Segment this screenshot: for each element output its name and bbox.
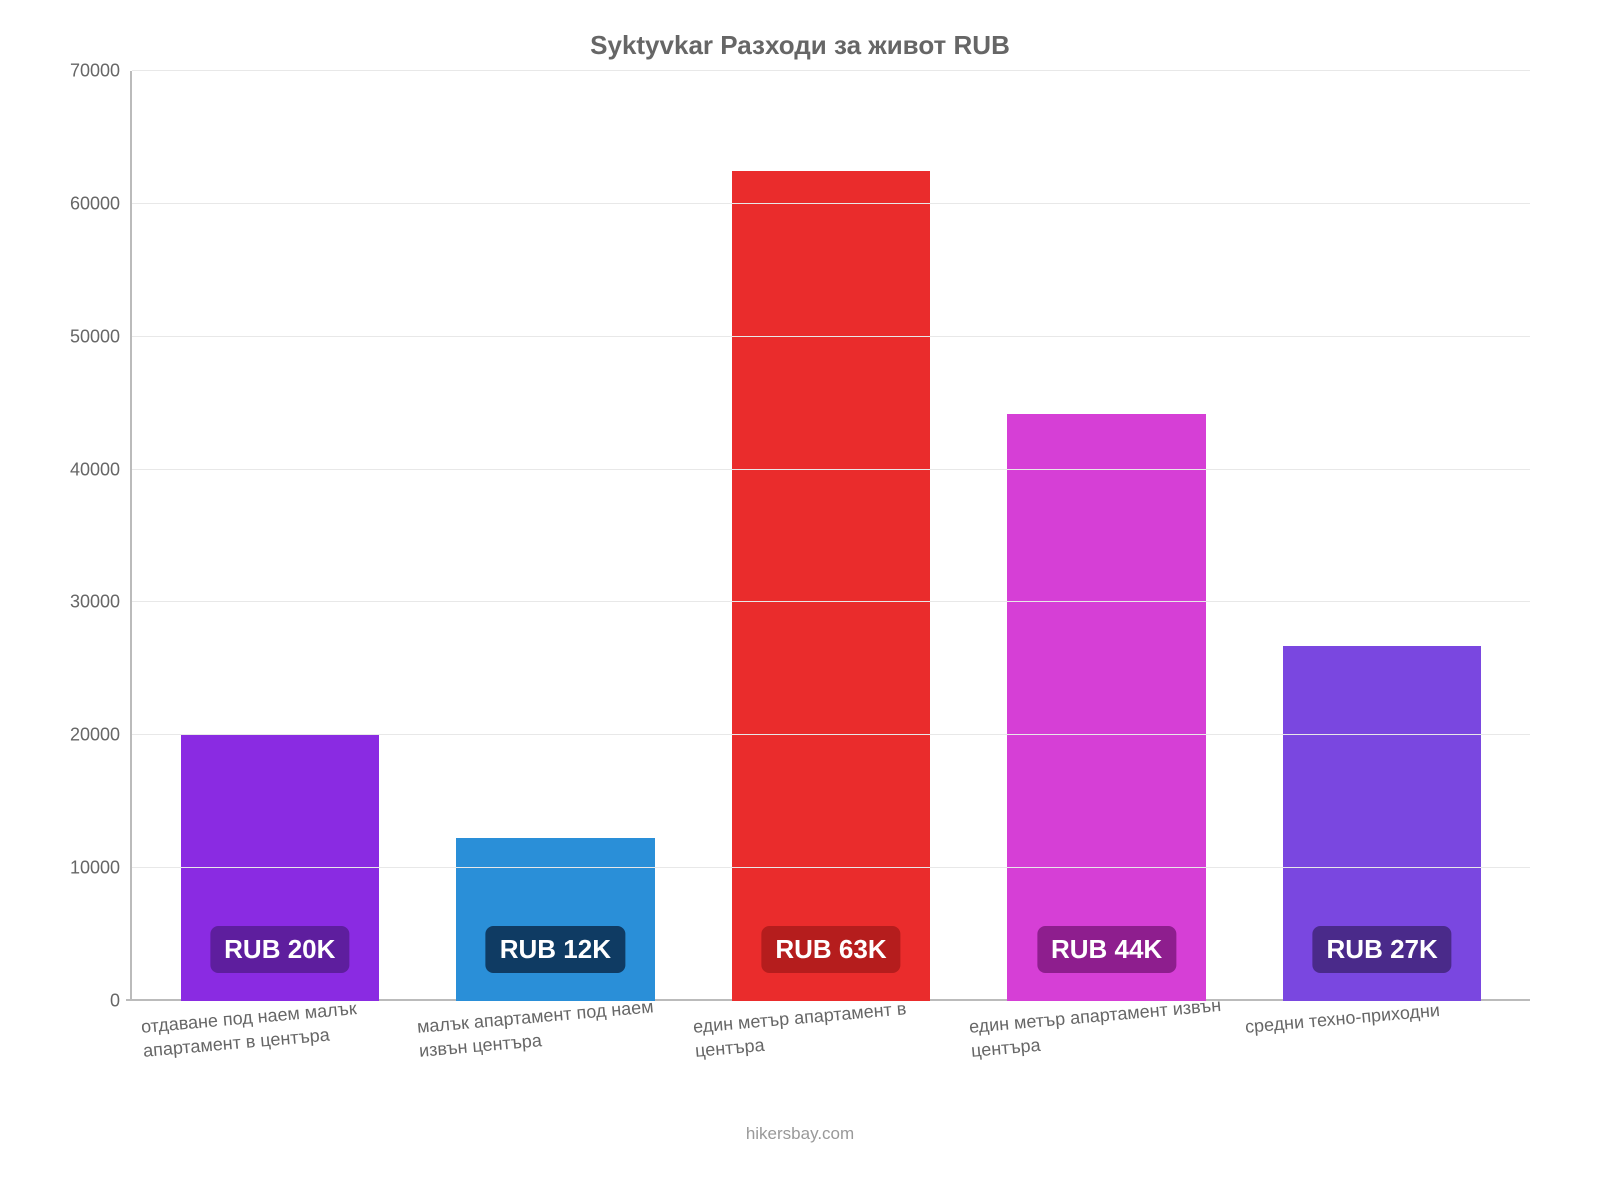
y-tick-label: 30000 xyxy=(70,592,132,613)
bar-slot: RUB 12K xyxy=(418,71,694,1001)
y-tick-label: 0 xyxy=(110,991,132,1012)
x-tick-label: един метър апартамент в центъра xyxy=(692,991,971,1063)
bar-slot: RUB 20K xyxy=(142,71,418,1001)
bar: RUB 63K xyxy=(732,171,930,1001)
x-tick-label: един метър апартамент извън центъра xyxy=(968,991,1247,1063)
bar-value-badge: RUB 12K xyxy=(486,926,625,973)
y-tick-label: 40000 xyxy=(70,459,132,480)
gridline xyxy=(132,203,1530,204)
bars-group: RUB 20K RUB 12K RUB 63K RUB 44K RUB 27K xyxy=(132,71,1530,1001)
bar-slot: RUB 27K xyxy=(1244,71,1520,1001)
x-axis-labels: отдаване под наем малък апартамент в цен… xyxy=(130,1001,1530,1064)
y-tick-label: 60000 xyxy=(70,193,132,214)
gridline xyxy=(132,601,1530,602)
gridline xyxy=(132,336,1530,337)
x-tick-label: отдаване под наем малък апартамент в цен… xyxy=(140,991,419,1063)
bar-value-badge: RUB 20K xyxy=(210,926,349,973)
gridline xyxy=(132,70,1530,71)
bar-slot: RUB 44K xyxy=(969,71,1245,1001)
y-tick-label: 20000 xyxy=(70,725,132,746)
bar-slot: RUB 63K xyxy=(693,71,969,1001)
gridline xyxy=(132,469,1530,470)
chart-container: Syktyvkar Разходи за живот RUB RUB 20KRU… xyxy=(0,0,1600,1200)
bar-value-badge: RUB 63K xyxy=(761,926,900,973)
bar: RUB 44K xyxy=(1007,414,1205,1001)
gridline xyxy=(132,867,1530,868)
chart-title: Syktyvkar Разходи за живот RUB xyxy=(40,30,1560,61)
x-tick-label: малък апартамент под наем извън центъра xyxy=(416,991,695,1063)
bar: RUB 27K xyxy=(1283,646,1481,1001)
bar: RUB 12K xyxy=(456,838,654,1001)
y-tick-label: 70000 xyxy=(70,61,132,82)
bar-value-badge: RUB 44K xyxy=(1037,926,1176,973)
attribution-text: hikersbay.com xyxy=(40,1124,1560,1144)
y-tick-label: 50000 xyxy=(70,326,132,347)
x-tick-label: средни техно-приходни xyxy=(1244,991,1523,1063)
bar-value-badge: RUB 27K xyxy=(1313,926,1452,973)
plot-area: RUB 20KRUB 12KRUB 63KRUB 44KRUB 27K 0100… xyxy=(130,71,1530,1001)
y-tick-label: 10000 xyxy=(70,858,132,879)
gridline xyxy=(132,734,1530,735)
